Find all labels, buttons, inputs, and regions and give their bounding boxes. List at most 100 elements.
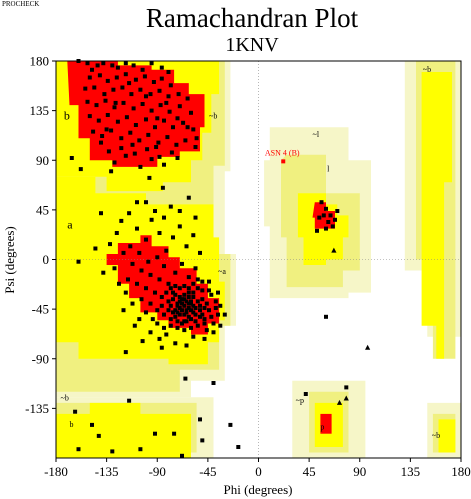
residue-point — [333, 217, 337, 222]
residue-point — [168, 323, 173, 328]
program-label: PROCHECK — [2, 0, 39, 8]
y-tick-label: 135 — [30, 103, 50, 118]
residue-point — [111, 87, 116, 92]
residue-point — [126, 277, 130, 282]
residue-point — [109, 128, 114, 133]
residue-point — [151, 80, 156, 84]
residue-point — [184, 299, 189, 304]
y-tick-label: 0 — [43, 252, 50, 267]
residue-point — [138, 87, 143, 92]
residue-point — [180, 301, 184, 306]
residue-point — [328, 213, 333, 218]
region-label: b — [70, 420, 74, 429]
residue-point — [175, 156, 180, 160]
residue-point — [191, 281, 196, 286]
residue-point — [110, 63, 115, 68]
residue-point — [315, 228, 319, 233]
residue-point — [76, 259, 81, 264]
residue-point — [204, 328, 209, 333]
residue-point — [119, 146, 124, 151]
residue-point — [168, 204, 173, 209]
residue-point — [92, 85, 97, 90]
residue-point — [209, 314, 214, 319]
residue-point — [146, 132, 151, 137]
residue-point — [137, 250, 142, 255]
residue-point — [189, 308, 193, 313]
residue-point — [207, 288, 211, 293]
residue-point — [131, 106, 136, 111]
allowed-region-6 — [438, 419, 456, 453]
residue-point — [137, 317, 142, 322]
residue-point — [149, 217, 154, 222]
residue-point — [182, 284, 187, 288]
residue-point — [144, 286, 148, 291]
residue-point — [128, 130, 133, 135]
residue-point — [157, 154, 162, 159]
y-tick-label: -45 — [32, 302, 49, 317]
residue-point — [180, 297, 184, 302]
residue-point — [213, 306, 218, 310]
residue-point — [105, 113, 110, 117]
residue-point — [153, 209, 157, 213]
residue-point — [157, 231, 162, 235]
residue-point — [85, 99, 90, 104]
outlier-points: ASN 4 (B) — [265, 148, 300, 164]
residue-point — [191, 303, 196, 308]
residue-point — [130, 301, 135, 306]
residue-point — [101, 270, 106, 275]
residue-point — [166, 281, 171, 286]
residue-point — [173, 308, 178, 313]
residue-point — [176, 92, 181, 97]
residue-point — [135, 226, 139, 231]
residue-point — [144, 310, 148, 315]
residue-point — [189, 317, 193, 322]
residue-point — [189, 110, 193, 115]
x-tick-label: -135 — [95, 464, 119, 479]
residue-point — [157, 336, 162, 341]
residue-point — [168, 303, 173, 308]
y-tick-label: -90 — [32, 351, 49, 366]
residue-point — [162, 325, 166, 330]
residue-point — [344, 385, 349, 390]
residue-point — [183, 138, 188, 143]
residue-point — [177, 312, 182, 317]
residue-point — [157, 88, 162, 93]
residue-point — [177, 286, 182, 291]
residue-point — [130, 261, 135, 266]
residue-point — [181, 120, 186, 125]
residue-point — [177, 104, 182, 109]
residue-point — [166, 94, 171, 99]
residue-point — [168, 83, 173, 88]
residue-point — [189, 325, 193, 330]
residue-point — [104, 127, 109, 132]
residue-point — [194, 136, 199, 141]
x-axis-label: Phi (degrees) — [224, 482, 293, 497]
residue-point — [109, 169, 114, 174]
residue-point — [164, 100, 169, 105]
residue-point — [119, 218, 124, 223]
chart-subtitle: 1KNV — [225, 34, 279, 56]
residue-point — [335, 209, 340, 213]
residue-point — [195, 299, 200, 304]
residue-point — [324, 206, 328, 211]
residue-point — [112, 160, 117, 165]
residue-point — [130, 142, 135, 147]
residue-point — [123, 350, 128, 355]
residue-point — [137, 138, 142, 143]
residue-point — [321, 213, 326, 218]
residue-point — [162, 162, 166, 167]
residue-point — [164, 290, 169, 295]
residue-point — [182, 312, 187, 317]
residue-point — [128, 244, 133, 249]
residue-point — [78, 167, 83, 172]
residue-point — [144, 117, 148, 122]
residue-point — [202, 321, 207, 326]
residue-point — [216, 290, 220, 295]
residue-point — [162, 312, 166, 317]
residue-point — [113, 100, 118, 105]
residue-point — [319, 200, 324, 205]
residue-point — [185, 96, 190, 101]
residue-point — [166, 299, 171, 304]
residue-point — [135, 281, 139, 286]
